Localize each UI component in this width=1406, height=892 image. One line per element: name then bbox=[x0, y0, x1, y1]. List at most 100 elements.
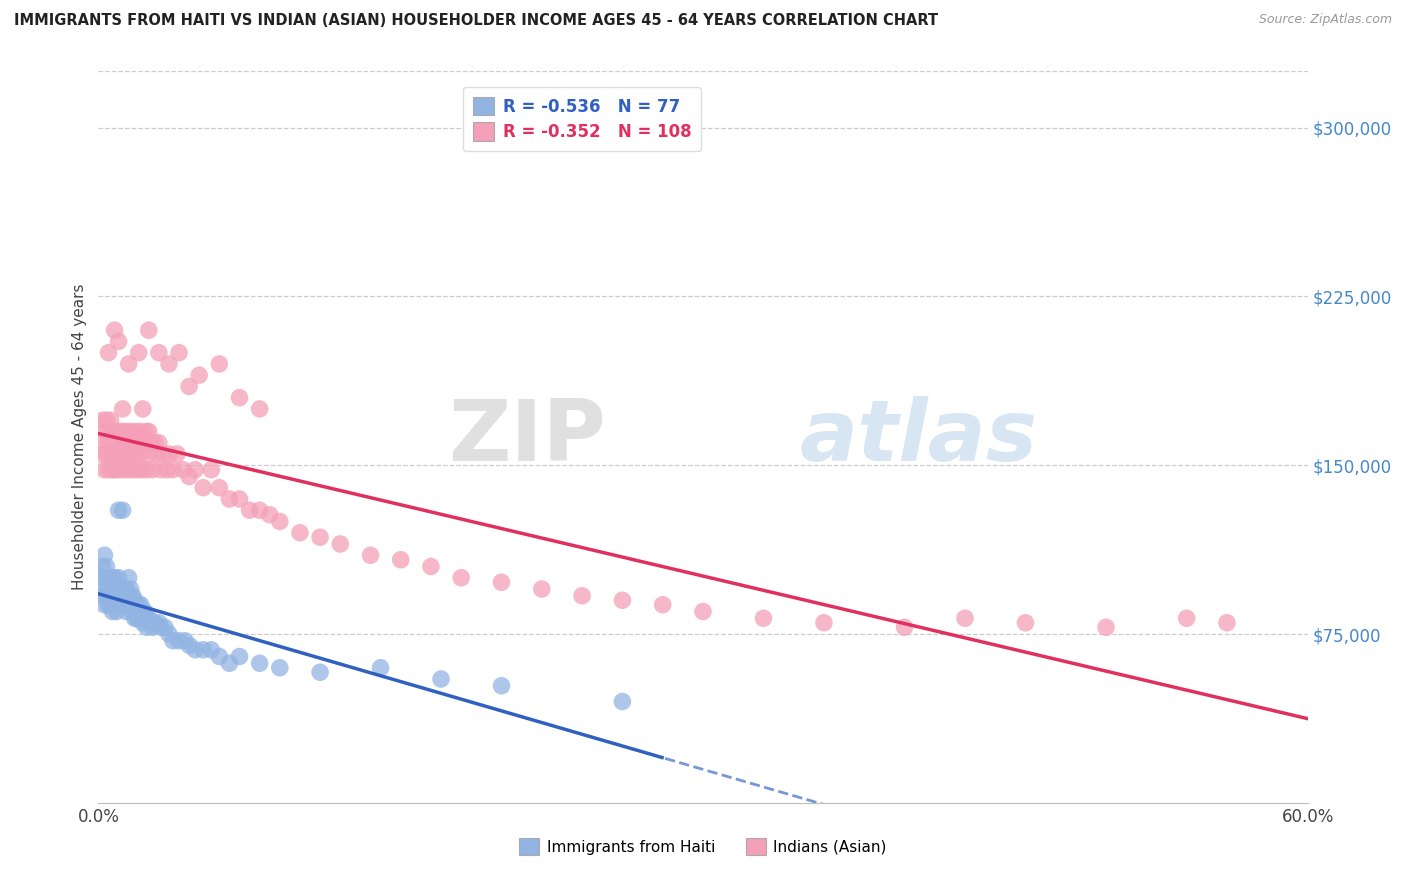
Point bbox=[103, 582, 125, 596]
Point bbox=[111, 503, 134, 517]
Point bbox=[135, 463, 157, 477]
Point bbox=[813, 615, 835, 630]
Point bbox=[100, 598, 122, 612]
Point bbox=[125, 425, 148, 439]
Point bbox=[118, 589, 141, 603]
Point bbox=[162, 633, 184, 648]
Point bbox=[91, 559, 114, 574]
Point bbox=[97, 571, 120, 585]
Point bbox=[128, 463, 150, 477]
Point bbox=[360, 548, 382, 562]
Point bbox=[179, 638, 201, 652]
Point bbox=[135, 620, 157, 634]
Point bbox=[111, 582, 134, 596]
Point bbox=[105, 447, 128, 461]
Point bbox=[450, 571, 472, 585]
Point bbox=[101, 463, 124, 477]
Point bbox=[692, 605, 714, 619]
Y-axis label: Householder Income Ages 45 - 64 years: Householder Income Ages 45 - 64 years bbox=[72, 284, 87, 591]
Point bbox=[135, 611, 157, 625]
Point bbox=[125, 447, 148, 461]
Point bbox=[115, 605, 138, 619]
Point bbox=[97, 425, 120, 439]
Point bbox=[149, 463, 172, 477]
Point bbox=[174, 633, 197, 648]
Point bbox=[124, 463, 146, 477]
Text: ZIP: ZIP bbox=[449, 395, 606, 479]
Point bbox=[329, 537, 352, 551]
Point bbox=[139, 615, 162, 630]
Point bbox=[132, 615, 155, 630]
Point bbox=[148, 345, 170, 359]
Point bbox=[124, 435, 146, 450]
Point bbox=[105, 589, 128, 603]
Point bbox=[134, 435, 156, 450]
Point bbox=[101, 605, 124, 619]
Point bbox=[259, 508, 281, 522]
Point bbox=[120, 463, 142, 477]
Point bbox=[953, 611, 976, 625]
Point bbox=[249, 657, 271, 671]
Point bbox=[89, 571, 111, 585]
Point bbox=[142, 620, 165, 634]
Point bbox=[111, 401, 134, 416]
Point bbox=[107, 463, 129, 477]
Point bbox=[115, 463, 138, 477]
Point bbox=[121, 425, 143, 439]
Point bbox=[651, 598, 673, 612]
Point bbox=[114, 447, 136, 461]
Point bbox=[101, 571, 124, 585]
Point bbox=[149, 620, 172, 634]
Text: atlas: atlas bbox=[800, 395, 1038, 479]
Point bbox=[179, 379, 201, 393]
Text: IMMIGRANTS FROM HAITI VS INDIAN (ASIAN) HOUSEHOLDER INCOME AGES 45 - 64 YEARS CO: IMMIGRANTS FROM HAITI VS INDIAN (ASIAN) … bbox=[14, 13, 938, 29]
Point bbox=[128, 345, 150, 359]
Point bbox=[114, 589, 136, 603]
Point bbox=[124, 611, 146, 625]
Point bbox=[1216, 615, 1239, 630]
Point bbox=[228, 649, 250, 664]
Point bbox=[491, 575, 513, 590]
Point bbox=[103, 435, 125, 450]
Point bbox=[125, 598, 148, 612]
Point bbox=[132, 463, 155, 477]
Legend: Immigrants from Haiti, Indians (Asian): Immigrants from Haiti, Indians (Asian) bbox=[513, 832, 893, 861]
Point bbox=[612, 694, 634, 708]
Point bbox=[269, 661, 291, 675]
Point bbox=[128, 598, 150, 612]
Point bbox=[193, 642, 215, 657]
Point bbox=[97, 463, 120, 477]
Point bbox=[184, 463, 207, 477]
Point bbox=[571, 589, 593, 603]
Point bbox=[152, 447, 174, 461]
Point bbox=[96, 559, 118, 574]
Point bbox=[208, 481, 231, 495]
Point bbox=[118, 357, 141, 371]
Point bbox=[110, 425, 132, 439]
Point bbox=[1175, 611, 1198, 625]
Point bbox=[420, 559, 443, 574]
Point bbox=[239, 503, 262, 517]
Point bbox=[193, 481, 215, 495]
Point bbox=[124, 593, 146, 607]
Point bbox=[143, 435, 166, 450]
Point bbox=[138, 611, 160, 625]
Point bbox=[218, 491, 240, 506]
Point bbox=[1095, 620, 1118, 634]
Point bbox=[200, 642, 222, 657]
Point bbox=[157, 357, 180, 371]
Point bbox=[172, 463, 194, 477]
Point bbox=[1014, 615, 1036, 630]
Point bbox=[103, 571, 125, 585]
Point bbox=[110, 447, 132, 461]
Point bbox=[208, 649, 231, 664]
Point bbox=[288, 525, 311, 540]
Point bbox=[128, 611, 150, 625]
Point bbox=[97, 435, 120, 450]
Point bbox=[96, 447, 118, 461]
Point bbox=[156, 463, 179, 477]
Point bbox=[128, 435, 150, 450]
Point bbox=[114, 598, 136, 612]
Point bbox=[103, 598, 125, 612]
Point bbox=[118, 598, 141, 612]
